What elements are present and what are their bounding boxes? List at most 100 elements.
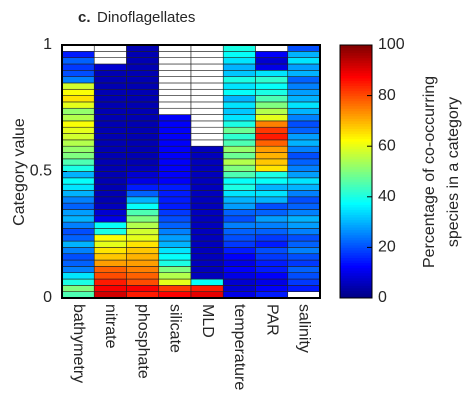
cell <box>126 266 160 273</box>
cell <box>158 215 192 223</box>
cell <box>126 272 160 280</box>
cell <box>287 234 321 242</box>
colorbar-segment <box>340 179 372 183</box>
cell <box>93 183 127 191</box>
cell <box>126 209 160 217</box>
cell <box>158 139 192 147</box>
cell <box>158 158 192 166</box>
cell <box>158 133 192 141</box>
colorbar-segment <box>340 211 372 216</box>
cell <box>126 253 160 261</box>
cell <box>158 183 192 191</box>
cell <box>222 95 256 103</box>
cell <box>287 126 321 134</box>
colorbar-segment <box>340 85 372 89</box>
cell <box>93 234 127 242</box>
colorbar-segment <box>340 204 372 208</box>
cell <box>61 240 95 248</box>
cell <box>158 259 192 267</box>
cell <box>126 190 160 198</box>
colorbar-segment <box>340 90 372 94</box>
cell <box>61 63 95 71</box>
cell <box>126 202 160 210</box>
cell <box>126 63 160 71</box>
cell <box>222 145 256 153</box>
empty-cell <box>93 57 127 65</box>
colorbar-segment <box>340 100 372 104</box>
cell <box>126 171 160 179</box>
cell <box>190 247 224 255</box>
cell <box>93 266 127 273</box>
cell <box>190 196 224 204</box>
empty-cell <box>158 63 192 71</box>
colorbar-segment <box>340 244 372 248</box>
cell <box>126 247 160 255</box>
cell <box>126 120 160 128</box>
cell <box>222 278 256 286</box>
empty-cell <box>190 63 224 71</box>
cell <box>93 158 127 166</box>
cell <box>190 183 224 191</box>
colorbar-label: Percentage of co-occurring <box>421 76 438 268</box>
cell <box>93 76 127 84</box>
cell <box>158 221 192 229</box>
x-tick-label: bathymetry <box>70 304 87 383</box>
colorbar-segment <box>340 275 372 279</box>
cell <box>222 266 256 273</box>
cell <box>126 139 160 147</box>
colorbar-segment <box>340 113 372 117</box>
cell <box>158 272 192 280</box>
empty-cell <box>190 70 224 77</box>
colorbar-segment <box>340 110 372 114</box>
cell <box>190 164 224 172</box>
empty-cell <box>158 101 192 109</box>
cell <box>190 215 224 223</box>
cell <box>61 247 95 255</box>
empty-cell <box>190 101 224 109</box>
cell <box>126 158 160 166</box>
cell <box>93 171 127 179</box>
cell <box>61 215 95 223</box>
cell <box>61 51 95 58</box>
cell <box>255 120 289 128</box>
cell <box>61 107 95 115</box>
cell <box>126 95 160 103</box>
colorbar-segment <box>340 224 372 228</box>
empty-cell <box>158 76 192 84</box>
cell <box>222 183 256 191</box>
colorbar-segment <box>340 115 372 119</box>
colorbar-segment <box>340 138 372 142</box>
cell <box>222 139 256 147</box>
cell <box>255 196 289 204</box>
colorbar-segment <box>340 161 372 165</box>
cell <box>93 152 127 160</box>
cell <box>255 278 289 286</box>
colorbar-segment <box>340 146 372 150</box>
cell <box>287 51 321 58</box>
cell <box>255 88 289 96</box>
cell <box>255 126 289 134</box>
cell <box>255 76 289 84</box>
cell <box>93 70 127 77</box>
cell <box>287 266 321 273</box>
cell <box>158 202 192 210</box>
colorbar-segment <box>340 229 372 233</box>
colorbar-segment <box>340 260 372 264</box>
y-tick-label: 1 <box>43 36 52 53</box>
cell <box>287 278 321 286</box>
colorbar-segment <box>340 194 372 198</box>
cell <box>126 278 160 286</box>
empty-cell <box>190 114 224 122</box>
x-tick-label: nitrate <box>102 304 119 349</box>
cell <box>61 139 95 147</box>
cell <box>61 272 95 280</box>
cell <box>126 228 160 236</box>
cell <box>222 152 256 160</box>
colorbar-segment <box>340 108 372 112</box>
y-axis-label: Category value <box>11 118 28 226</box>
colorbar-segment <box>340 186 372 190</box>
colorbar-segment <box>340 156 372 160</box>
cell <box>287 202 321 210</box>
cell <box>93 209 127 217</box>
cell <box>61 95 95 103</box>
